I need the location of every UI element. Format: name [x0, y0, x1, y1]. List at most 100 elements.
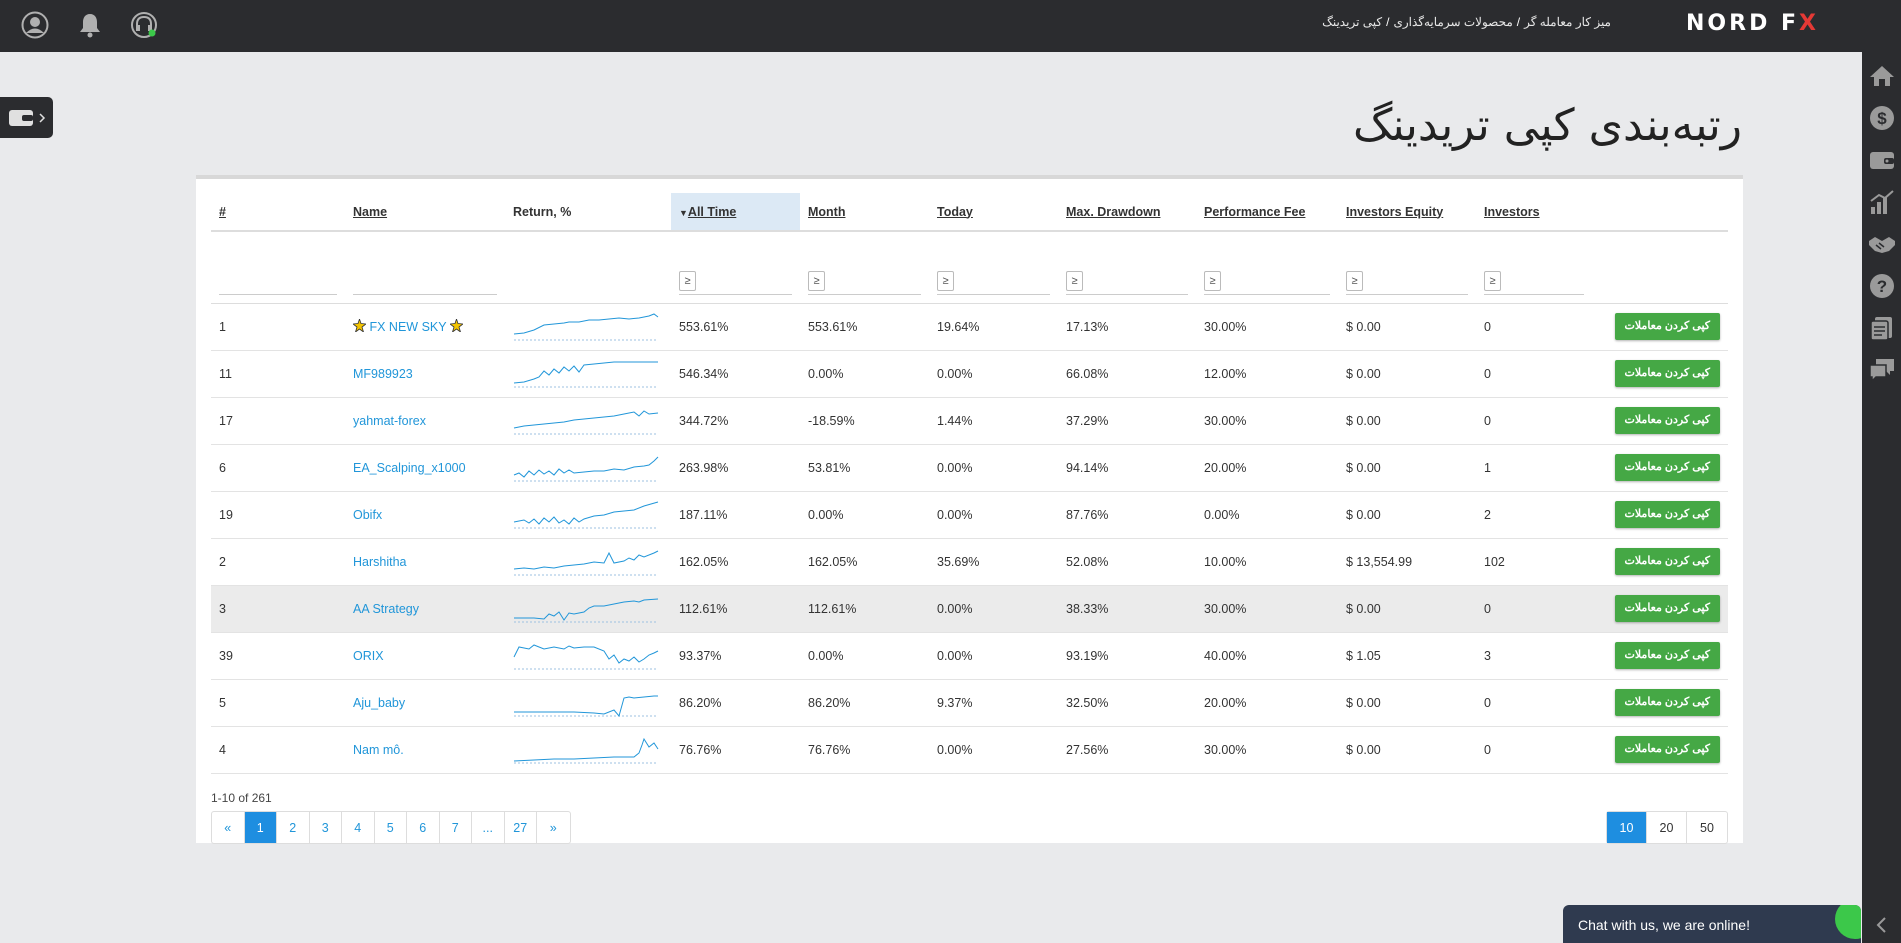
table-row[interactable]: 17 yahmat-forex 344.72% -18.59% 1.44% 37.29% 3… — [211, 397, 1728, 445]
gte-operator[interactable]: ≥ — [808, 271, 825, 291]
performance-fee-cell: 20.00% — [1196, 444, 1338, 492]
page-7-button[interactable]: 7 — [440, 812, 472, 843]
table-row[interactable]: 39 ORIX 93.37% 0.00% 0.00% 93.19% 40.00% $ 1.05… — [211, 632, 1728, 680]
rank-cell: 39 — [211, 632, 345, 680]
copy-trades-button[interactable]: کپی کردن معاملات — [1614, 407, 1720, 434]
gte-operator[interactable]: ≥ — [937, 271, 954, 291]
support-headset-icon[interactable] — [129, 10, 159, 40]
page-4-button[interactable]: 4 — [342, 812, 375, 843]
page-size-20-button[interactable]: 20 — [1647, 812, 1687, 843]
header-investors[interactable]: Investors — [1476, 193, 1592, 232]
dollar-icon[interactable]: $ — [1868, 104, 1896, 132]
table-row[interactable]: 5 Aju_baby 86.20% 86.20% 9.37% 32.50% 20.00% $ … — [211, 679, 1728, 727]
header-investors-equity[interactable]: Investors Equity — [1338, 193, 1476, 232]
investors-equity-cell: $ 1.05 — [1338, 632, 1476, 680]
table-row[interactable]: 11 MF989923 546.34% 0.00% 0.00% 66.08% 12.00% $… — [211, 350, 1728, 398]
trader-name-link[interactable]: FX NEW SKY — [369, 320, 447, 334]
page-2-button[interactable]: 2 — [277, 812, 310, 843]
page-6-button[interactable]: 6 — [407, 812, 440, 843]
today-cell: 0.00% — [929, 491, 1058, 539]
header-performance-fee[interactable]: Performance Fee — [1196, 193, 1338, 232]
page-3-button[interactable]: 3 — [310, 812, 342, 843]
table-row[interactable]: 6 EA_Scalping_x1000 263.98% 53.81% 0.00% 94.1… — [211, 444, 1728, 492]
name-cell: Harshitha — [345, 538, 505, 586]
copy-trades-button[interactable]: کپی کردن معاملات — [1614, 501, 1720, 528]
trader-name-link[interactable]: ORIX — [353, 648, 384, 663]
name-cell: FX NEW SKY — [345, 303, 505, 351]
table-row[interactable]: 2 Harshitha 162.05% 162.05% 35.69% 52.08% 10.0… — [211, 538, 1728, 586]
header-number[interactable]: # — [211, 193, 345, 232]
help-icon[interactable]: ? — [1868, 272, 1896, 300]
performance-fee-cell: 30.00% — [1196, 303, 1338, 351]
home-icon[interactable] — [1868, 62, 1896, 90]
gte-operator[interactable]: ≥ — [679, 271, 696, 291]
page-1-button[interactable]: 1 — [244, 812, 277, 843]
wallet-toggle-button[interactable] — [0, 97, 53, 138]
trader-name-link[interactable]: yahmat-forex — [353, 413, 426, 428]
trader-name-link[interactable]: Aju_baby — [353, 695, 406, 710]
table-row[interactable]: 3 AA Strategy 112.61% 112.61% 0.00% 38.33% 30.… — [211, 585, 1728, 633]
page-5-button[interactable]: 5 — [375, 812, 407, 843]
page-size-50-button[interactable]: 50 — [1700, 820, 1714, 835]
breadcrumb-item-products[interactable]: محصولات سرمایه‌گذاری — [1393, 15, 1513, 29]
page-next-button[interactable]: » — [549, 820, 557, 835]
bell-icon[interactable] — [75, 10, 105, 40]
filter-investors-equity-input[interactable]: ≥ — [1346, 269, 1468, 295]
copy-trades-button[interactable]: کپی کردن معاملات — [1614, 454, 1720, 481]
copy-trades-button[interactable]: کپی کردن معاملات — [1614, 736, 1720, 763]
filter-investors-input[interactable]: ≥ — [1484, 269, 1584, 295]
table-row[interactable]: 19 Obifx 187.11% 0.00% 0.00% 87.76% 0.00% $ 0.0… — [211, 491, 1728, 539]
investors-cell: 102 — [1476, 538, 1592, 586]
copy-trades-button[interactable]: کپی کردن معاملات — [1614, 689, 1720, 716]
copy-trades-button[interactable]: کپی کردن معاملات — [1614, 595, 1720, 622]
return-sparkline — [505, 397, 671, 445]
header-all-time[interactable]: ▼All Time — [671, 193, 800, 232]
filter-performance-fee-input[interactable]: ≥ — [1204, 269, 1330, 295]
filter-today-input[interactable]: ≥ — [937, 269, 1050, 295]
action-cell: کپی کردن معاملات — [1592, 679, 1728, 727]
trader-name-link[interactable]: Nam mô. — [353, 742, 404, 757]
copy-trades-button[interactable]: کپی کردن معاملات — [1614, 313, 1720, 340]
documents-icon[interactable] — [1868, 314, 1896, 342]
chat-widget[interactable]: Chat with us, we are online! — [1563, 905, 1861, 943]
table-row[interactable]: 1 FX NEW SKY 553.61% 553.61% 19.64% 17.13% 3… — [211, 303, 1728, 351]
header-month[interactable]: Month — [800, 193, 929, 232]
handshake-icon[interactable] — [1868, 230, 1896, 258]
profile-icon[interactable] — [20, 10, 50, 40]
copy-trades-button[interactable]: کپی کردن معاملات — [1614, 642, 1720, 669]
wallet-icon[interactable] — [1868, 146, 1896, 174]
filter-max-drawdown-input[interactable]: ≥ — [1066, 269, 1188, 295]
page-size-10-button[interactable]: 10 — [1607, 812, 1647, 843]
trader-name-link[interactable]: Obifx — [353, 507, 383, 522]
table-row[interactable]: 4 Nam mô. 76.76% 76.76% 0.00% 27.56% 30.00% $ 0… — [211, 726, 1728, 774]
sidebar-collapse-icon[interactable] — [1872, 915, 1892, 935]
trader-name-link[interactable]: Harshitha — [353, 554, 407, 569]
chevron-right-icon — [38, 112, 45, 123]
page-27-button[interactable]: 27 — [505, 812, 537, 843]
return-sparkline — [505, 350, 671, 398]
statistics-icon[interactable] — [1868, 188, 1896, 216]
chat-icon[interactable] — [1868, 356, 1896, 384]
filter-month-input[interactable]: ≥ — [808, 269, 921, 295]
name-cell: Obifx — [345, 491, 505, 539]
trader-name-link[interactable]: EA_Scalping_x1000 — [353, 460, 466, 475]
header-max-drawdown[interactable]: Max. Drawdown — [1058, 193, 1196, 232]
gte-operator[interactable]: ≥ — [1204, 271, 1221, 291]
page-prev-button[interactable]: « — [212, 812, 245, 843]
gte-operator[interactable]: ≥ — [1066, 271, 1083, 291]
filter-all-time-input[interactable]: ≥ — [679, 269, 792, 295]
copy-trades-button[interactable]: کپی کردن معاملات — [1614, 360, 1720, 387]
breadcrumb-item-desk[interactable]: میز کار معامله گر — [1524, 15, 1611, 29]
copy-trades-button[interactable]: کپی کردن معاملات — [1614, 548, 1720, 575]
gte-operator[interactable]: ≥ — [1346, 271, 1363, 291]
header-name[interactable]: Name — [345, 193, 505, 232]
trader-name-link[interactable]: MF989923 — [353, 366, 413, 381]
gte-operator[interactable]: ≥ — [1484, 271, 1501, 291]
return-sparkline — [505, 726, 671, 774]
header-today[interactable]: Today — [929, 193, 1058, 232]
filter-number-input[interactable] — [219, 269, 337, 295]
action-cell: کپی کردن معاملات — [1592, 632, 1728, 680]
filter-name-input[interactable] — [353, 269, 497, 295]
trader-name-link[interactable]: AA Strategy — [353, 601, 420, 616]
